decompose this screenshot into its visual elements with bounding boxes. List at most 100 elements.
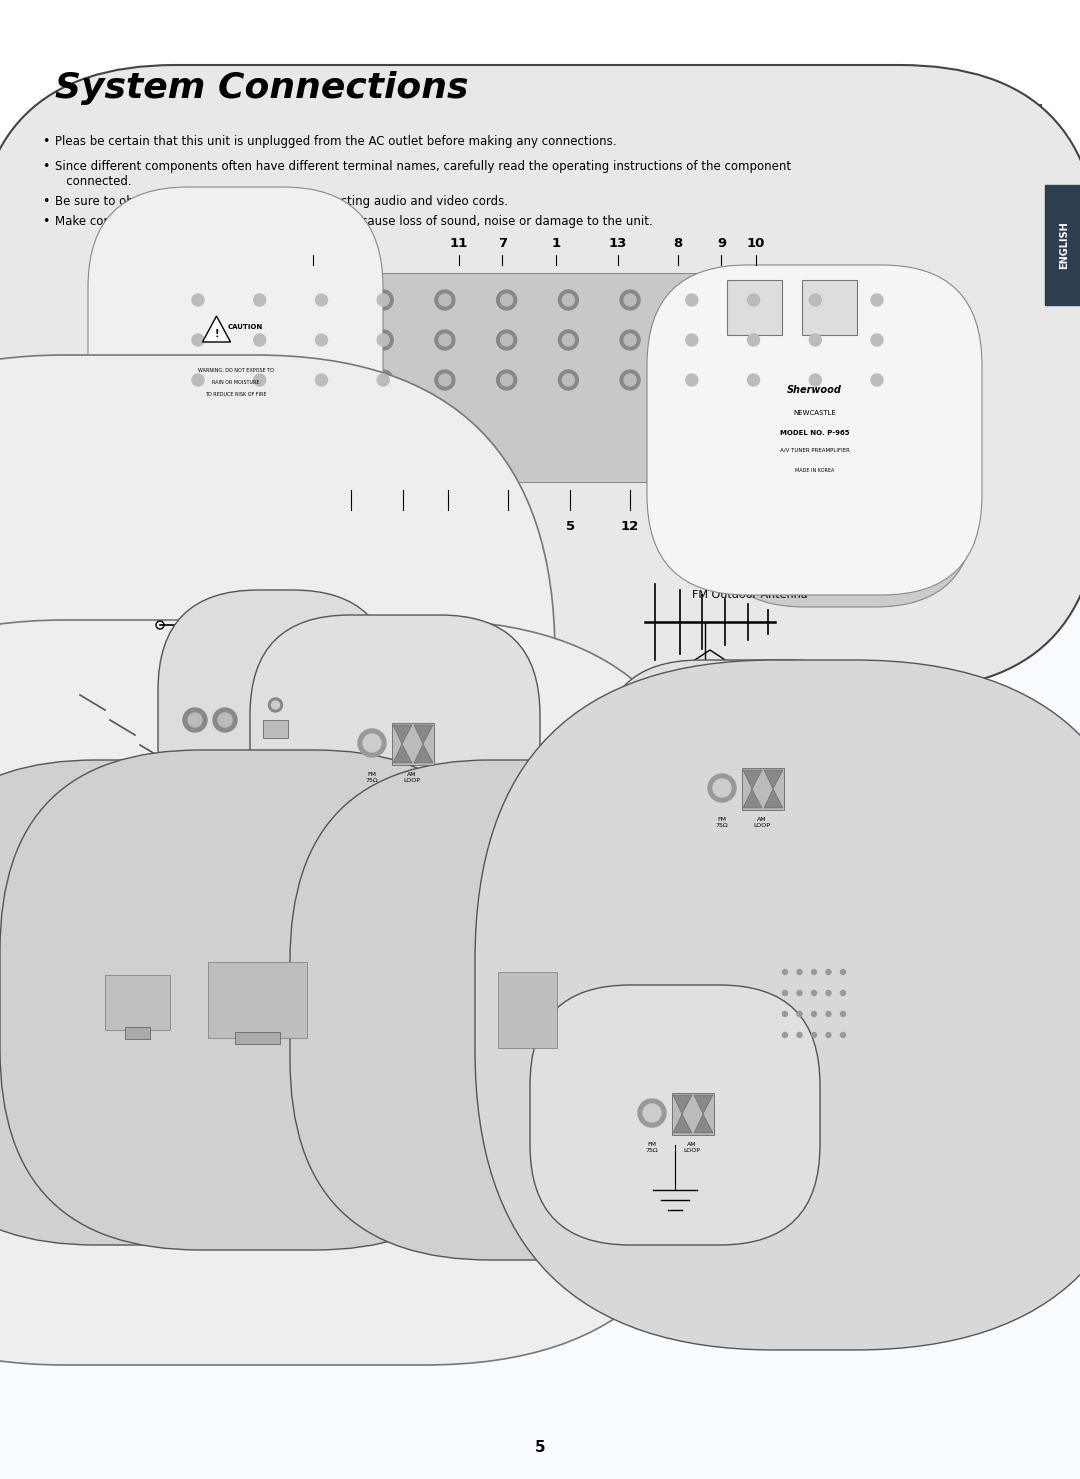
Circle shape (797, 991, 802, 995)
Circle shape (435, 330, 455, 351)
Circle shape (501, 294, 513, 306)
Circle shape (311, 330, 332, 351)
Circle shape (743, 290, 764, 311)
Text: AM outdoor antenna can be used in place of the AM: AM outdoor antenna can be used in place … (55, 1157, 392, 1170)
Circle shape (315, 334, 327, 346)
Text: Sherwood: Sherwood (787, 385, 842, 395)
Circle shape (501, 374, 513, 386)
Circle shape (311, 290, 332, 311)
Circle shape (867, 370, 887, 390)
Circle shape (806, 370, 825, 390)
Text: 2: 2 (444, 521, 453, 532)
Text: get the best reception of your favorite FM stations.: get the best reception of your favorite … (55, 864, 387, 876)
Text: 3: 3 (309, 237, 318, 250)
FancyBboxPatch shape (87, 186, 383, 566)
Circle shape (870, 294, 883, 306)
FancyBboxPatch shape (0, 355, 555, 1086)
Text: !: ! (214, 328, 219, 339)
Bar (727, 280, 782, 336)
Text: • Place the AM loop antenna as far as possible from: • Place the AM loop antenna as far as po… (55, 1086, 380, 1097)
Text: MODEL NO. P-965: MODEL NO. P-965 (780, 430, 849, 436)
Polygon shape (764, 771, 783, 788)
Circle shape (254, 334, 266, 346)
FancyBboxPatch shape (0, 760, 380, 1245)
Text: • Change the position of the FM indoor antenna until you: • Change the position of the FM indoor a… (55, 845, 413, 858)
Circle shape (438, 294, 451, 306)
Text: cord and set it to a direction for the best reception.: cord and set it to a direction for the b… (55, 1121, 389, 1134)
Text: 9: 9 (717, 237, 726, 250)
Polygon shape (694, 1094, 713, 1114)
Text: 7: 7 (498, 237, 507, 250)
Text: FM
75Ω: FM 75Ω (646, 1142, 659, 1152)
Text: System Connections: System Connections (55, 71, 469, 105)
Circle shape (870, 374, 883, 386)
Bar (645, 698, 775, 753)
Circle shape (183, 708, 207, 732)
Circle shape (377, 374, 389, 386)
Bar (264, 720, 288, 738)
Text: 3: 3 (503, 521, 512, 532)
Circle shape (357, 729, 386, 757)
Circle shape (747, 374, 759, 386)
Text: 2: 2 (274, 941, 285, 955)
Circle shape (826, 1032, 831, 1037)
Circle shape (840, 1012, 846, 1016)
Circle shape (563, 294, 575, 306)
Text: 1: 1 (552, 237, 561, 250)
Circle shape (435, 370, 455, 390)
Polygon shape (743, 788, 762, 808)
Circle shape (811, 991, 816, 995)
Text: AM Loop Antenna: AM Loop Antenna (197, 1072, 294, 1083)
Text: 13: 13 (608, 237, 627, 250)
Circle shape (192, 374, 204, 386)
Circle shape (809, 294, 821, 306)
Text: • If the reception is poor with the AM loop antenna, an: • If the reception is poor with the AM l… (55, 1139, 396, 1152)
FancyBboxPatch shape (0, 65, 1080, 691)
Circle shape (315, 374, 327, 386)
Text: Make connections firmly and correctly. If not, it can cause loss of sound, noise: Make connections firmly and correctly. I… (55, 214, 652, 228)
Polygon shape (393, 744, 411, 763)
Circle shape (497, 370, 516, 390)
Circle shape (826, 1012, 831, 1016)
Circle shape (747, 334, 759, 346)
Circle shape (638, 1099, 666, 1127)
Circle shape (558, 330, 579, 351)
Circle shape (747, 294, 759, 306)
Circle shape (192, 294, 204, 306)
Polygon shape (694, 1114, 713, 1133)
Bar (672, 1093, 714, 1134)
Text: AM
LOOP: AM LOOP (404, 772, 420, 782)
Circle shape (811, 1012, 816, 1016)
Circle shape (681, 290, 702, 311)
Text: •: • (42, 135, 50, 148)
Circle shape (643, 1103, 661, 1123)
Circle shape (497, 330, 516, 351)
Text: 5: 5 (535, 1441, 545, 1455)
Circle shape (620, 330, 640, 351)
Text: AM
LOOP: AM LOOP (684, 1142, 701, 1152)
Polygon shape (414, 725, 433, 744)
Circle shape (254, 294, 266, 306)
Text: AM Outdoor Antenna: AM Outdoor Antenna (752, 935, 868, 945)
FancyBboxPatch shape (647, 265, 982, 595)
Text: WARNING: DO NOT EXPOSE TO: WARNING: DO NOT EXPOSE TO (198, 368, 273, 373)
Circle shape (315, 294, 327, 306)
Text: 6: 6 (146, 899, 156, 911)
Circle shape (840, 991, 846, 995)
Circle shape (809, 334, 821, 346)
Circle shape (806, 290, 825, 311)
Polygon shape (743, 771, 762, 788)
FancyBboxPatch shape (0, 750, 515, 1250)
Circle shape (708, 774, 735, 802)
FancyBboxPatch shape (291, 760, 765, 1260)
Circle shape (624, 374, 636, 386)
Text: 5: 5 (347, 521, 355, 532)
Circle shape (188, 290, 208, 311)
FancyBboxPatch shape (158, 590, 393, 845)
Circle shape (438, 374, 451, 386)
Circle shape (213, 708, 237, 732)
Bar (183, 274, 892, 482)
Circle shape (501, 334, 513, 346)
Text: Since different components often have different terminal names, carefully read t: Since different components often have di… (55, 160, 792, 188)
FancyBboxPatch shape (110, 385, 380, 606)
